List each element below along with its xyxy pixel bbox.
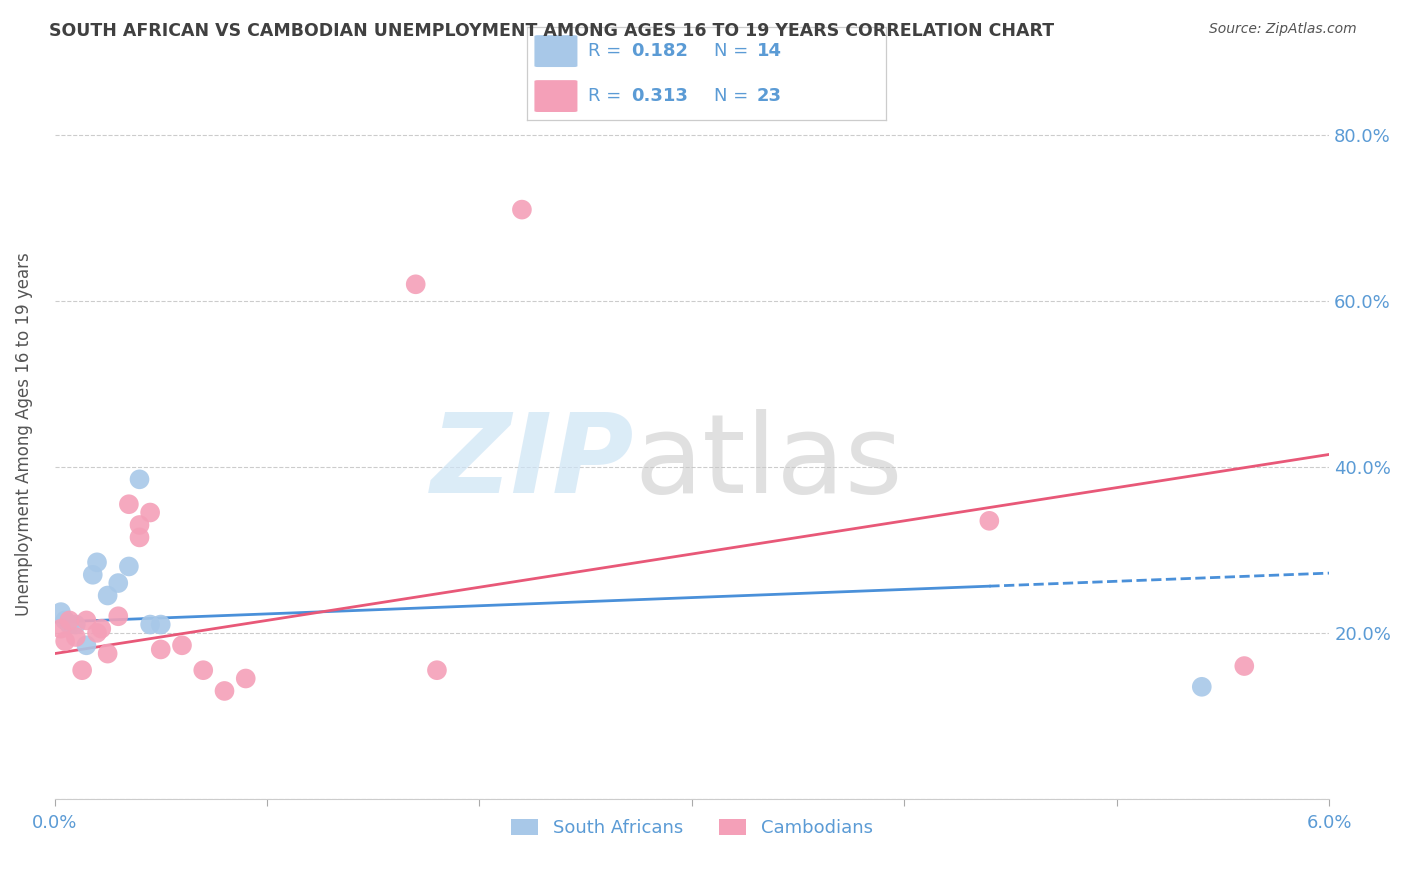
Point xyxy=(86,625,108,640)
Y-axis label: Unemployment Among Ages 16 to 19 years: Unemployment Among Ages 16 to 19 years xyxy=(15,252,32,615)
Point xyxy=(193,663,215,677)
Text: 0.182: 0.182 xyxy=(631,42,688,60)
Point xyxy=(118,497,141,511)
Legend: South Africans, Cambodians: South Africans, Cambodians xyxy=(503,812,880,845)
Point xyxy=(128,530,150,544)
Point xyxy=(75,614,97,628)
Point xyxy=(53,634,76,648)
Text: N =: N = xyxy=(714,42,754,60)
Text: Source: ZipAtlas.com: Source: ZipAtlas.com xyxy=(1209,22,1357,37)
Point xyxy=(97,589,120,603)
Point xyxy=(107,576,129,591)
Text: 23: 23 xyxy=(756,87,782,105)
FancyBboxPatch shape xyxy=(534,80,578,112)
Text: 14: 14 xyxy=(756,42,782,60)
Point xyxy=(53,614,76,628)
Point xyxy=(1191,680,1213,694)
Text: ZIP: ZIP xyxy=(432,409,634,516)
Point xyxy=(58,614,80,628)
Point xyxy=(70,663,93,677)
Point xyxy=(75,638,97,652)
Point xyxy=(118,559,141,574)
Point xyxy=(86,555,108,569)
Point xyxy=(235,672,257,686)
Point xyxy=(139,617,162,632)
Point xyxy=(139,506,162,520)
Point xyxy=(65,630,87,644)
Point xyxy=(405,277,427,292)
Point xyxy=(214,684,236,698)
Point xyxy=(49,622,72,636)
Point xyxy=(149,642,172,657)
Text: SOUTH AFRICAN VS CAMBODIAN UNEMPLOYMENT AMONG AGES 16 TO 19 YEARS CORRELATION CH: SOUTH AFRICAN VS CAMBODIAN UNEMPLOYMENT … xyxy=(49,22,1054,40)
Point xyxy=(65,617,87,632)
Point xyxy=(90,622,112,636)
FancyBboxPatch shape xyxy=(534,35,578,67)
Point xyxy=(426,663,449,677)
Point xyxy=(1233,659,1256,673)
Text: N =: N = xyxy=(714,87,754,105)
Point xyxy=(82,567,104,582)
Point xyxy=(979,514,1001,528)
Point xyxy=(49,605,72,619)
Text: R =: R = xyxy=(588,87,627,105)
Point xyxy=(510,202,533,217)
Text: atlas: atlas xyxy=(634,409,903,516)
Point xyxy=(128,472,150,486)
Point xyxy=(58,617,80,632)
Point xyxy=(107,609,129,624)
Point xyxy=(128,518,150,533)
Point xyxy=(170,638,193,652)
Text: 0.313: 0.313 xyxy=(631,87,688,105)
Text: R =: R = xyxy=(588,42,627,60)
Point xyxy=(97,647,120,661)
Point xyxy=(149,617,172,632)
